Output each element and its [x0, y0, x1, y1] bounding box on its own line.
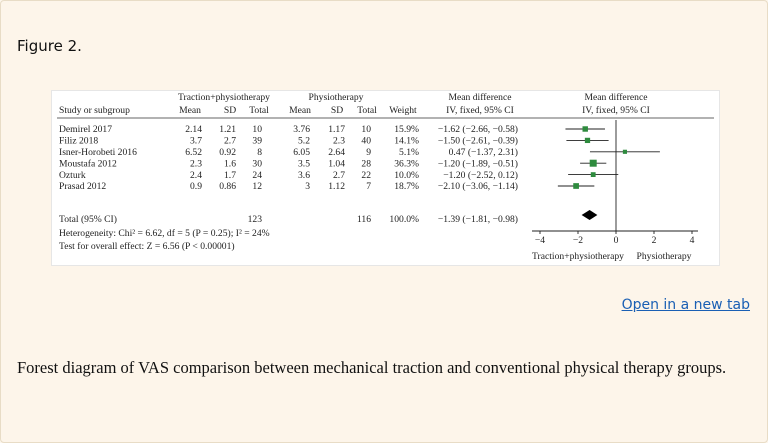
header-group1: Traction+physiotherapy [178, 92, 270, 103]
header-sd2: SD [331, 105, 343, 116]
total-1-cell: 30 [252, 158, 262, 169]
mean-2-cell: 3 [305, 181, 310, 192]
header-md-method-right: IV, fixed, 95% CI [582, 105, 650, 116]
header-study: Study or subgroup [59, 105, 130, 116]
header-md-title-left: Mean difference [449, 92, 512, 103]
mean-1-cell: 2.14 [185, 124, 202, 135]
total-2-cell: 40 [361, 136, 371, 147]
ci-cell: −2.10 (−3.06, −1.14) [438, 181, 518, 192]
x-tick-label: −2 [573, 235, 583, 246]
header-group2: Physiotherapy [309, 92, 364, 103]
point-estimate-marker [584, 137, 591, 144]
total-2-cell: 28 [361, 158, 371, 169]
x-tick-label: 0 [614, 235, 619, 246]
total-1-cell: 39 [252, 136, 262, 147]
ci-cell: −1.50 (−2.61, −0.39) [438, 136, 518, 147]
total-ci: −1.39 (−1.81, −0.98) [438, 214, 518, 225]
sd-1-cell: 1.21 [219, 124, 236, 135]
sd-1-cell: 0.86 [219, 181, 236, 192]
mean-2-cell: 5.2 [298, 136, 310, 147]
x-tick-label: 2 [652, 235, 657, 246]
total-1-cell: 8 [257, 147, 262, 158]
header-mean2: Mean [289, 105, 311, 116]
total-2-cell: 9 [366, 147, 371, 158]
mean-1-cell: 0.9 [190, 181, 202, 192]
header-total2: Total [357, 105, 377, 116]
point-estimate-marker [573, 183, 579, 189]
point-estimate-marker [622, 149, 627, 154]
total-weight: 100.0% [389, 214, 419, 225]
ci-cell: −1.62 (−2.66, −0.58) [438, 124, 518, 135]
ci-cell: −1.20 (−2.52, 0.12) [443, 170, 518, 181]
favours-left-label: Traction+physiotherapy [532, 251, 624, 262]
mean-1-cell: 3.7 [190, 136, 202, 147]
total-n1: 123 [248, 214, 263, 225]
sd-2-cell: 2.3 [333, 136, 345, 147]
total-2-cell: 10 [361, 124, 371, 135]
ci-cell: 0.47 (−1.37, 2.31) [449, 147, 518, 158]
point-estimate-marker [582, 126, 588, 132]
x-tick-label: −4 [535, 235, 545, 246]
sd-2-cell: 1.17 [328, 124, 345, 135]
total-1-cell: 10 [252, 124, 262, 135]
header-total1: Total [249, 105, 269, 116]
header-weight: Weight [389, 105, 417, 116]
heterogeneity-text: Heterogeneity: Chi² = 6.62, df = 5 (P = … [59, 228, 270, 239]
mean-2-cell: 3.5 [298, 158, 310, 169]
total-1-cell: 24 [252, 170, 262, 181]
forest-plot: Traction+physiotherapy Physiotherapy Mea… [57, 92, 714, 262]
study-name-cell: Filiz 2018 [59, 136, 98, 147]
sd-1-cell: 2.7 [224, 136, 236, 147]
total-label: Total (95% CI) [59, 214, 117, 225]
mean-2-cell: 3.6 [298, 170, 310, 181]
sd-2-cell: 2.7 [333, 170, 345, 181]
weight-cell: 15.9% [394, 124, 419, 135]
point-estimate-marker [589, 159, 597, 167]
forest-plot-figure: Traction+physiotherapy Physiotherapy Mea… [51, 90, 720, 266]
ci-cell: −1.20 (−1.89, −0.51) [438, 158, 518, 169]
header-mean1: Mean [179, 105, 201, 116]
mean-2-cell: 3.76 [293, 124, 310, 135]
mean-1-cell: 2.3 [190, 158, 202, 169]
header-sd1: SD [224, 105, 236, 116]
weight-cell: 5.1% [399, 147, 419, 158]
study-name-cell: Prasad 2012 [59, 181, 106, 192]
study-name-cell: Moustafa 2012 [59, 158, 117, 169]
weight-cell: 14.1% [394, 136, 419, 147]
point-estimate-marker [590, 172, 596, 178]
overall-effect-text: Test for overall effect: Z = 6.56 (P < 0… [59, 241, 235, 252]
sd-2-cell: 2.64 [328, 147, 345, 158]
header-md-title-right: Mean difference [585, 92, 648, 103]
weight-cell: 36.3% [394, 158, 419, 169]
study-name-cell: Ozturk [59, 170, 86, 181]
sd-1-cell: 0.92 [219, 147, 236, 158]
weight-cell: 18.7% [394, 181, 419, 192]
sd-2-cell: 1.12 [328, 181, 345, 192]
study-name-cell: Demirel 2017 [59, 124, 112, 135]
weight-cell: 10.0% [394, 170, 419, 181]
sd-1-cell: 1.6 [224, 158, 236, 169]
total-n2: 116 [357, 214, 371, 225]
figure-caption: Forest diagram of VAS comparison between… [17, 358, 727, 377]
sd-2-cell: 1.04 [328, 158, 345, 169]
total-1-cell: 12 [252, 181, 262, 192]
open-in-new-tab-link[interactable]: Open in a new tab [621, 297, 750, 313]
mean-1-cell: 2.4 [190, 170, 202, 181]
mean-2-cell: 6.05 [293, 147, 310, 158]
mean-1-cell: 6.52 [185, 147, 202, 158]
total-2-cell: 22 [361, 170, 371, 181]
total-2-cell: 7 [366, 181, 371, 192]
x-tick-label: 4 [690, 235, 695, 246]
header-md-method-left: IV, fixed, 95% CI [446, 105, 514, 116]
study-name-cell: Isner-Horobeti 2016 [59, 147, 137, 158]
pooled-diamond [581, 210, 598, 220]
favours-right-label: Physiotherapy [637, 251, 692, 262]
sd-1-cell: 1.7 [224, 170, 236, 181]
figure-title: Figure 2. [17, 37, 82, 55]
